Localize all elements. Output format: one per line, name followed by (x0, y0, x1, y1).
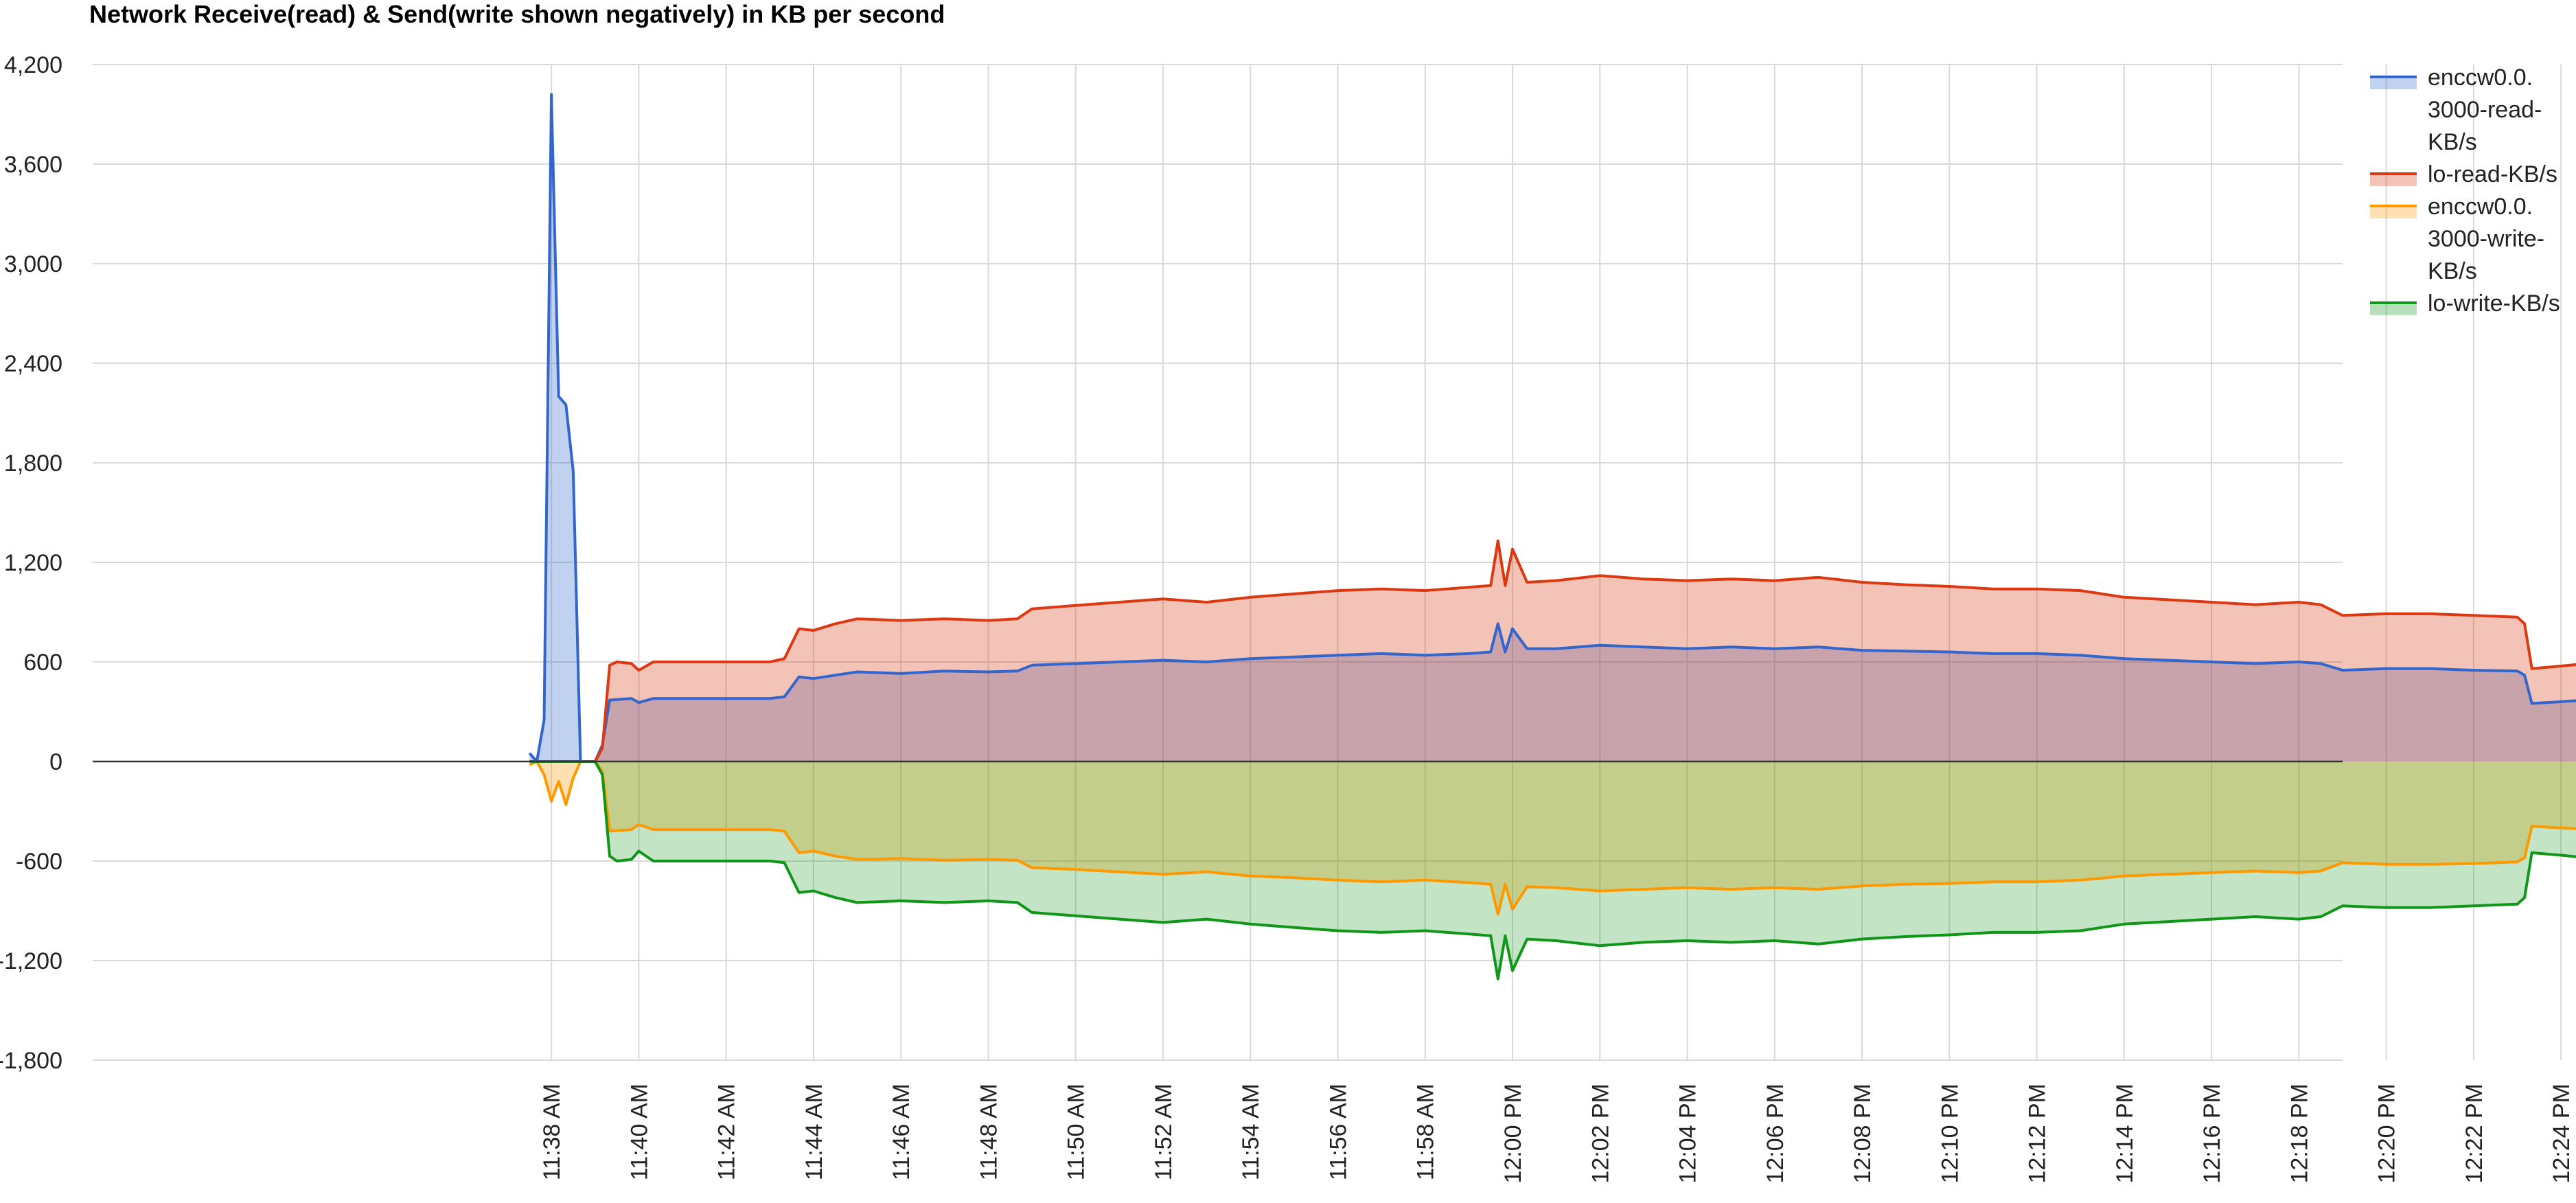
x-tick-label: 11:44 AM (801, 1084, 827, 1180)
x-tick-label: 11:46 AM (888, 1084, 915, 1180)
x-tick-label: 11:56 AM (1325, 1084, 1351, 1180)
y-tick-label: 1,800 (4, 450, 62, 477)
x-axis-ticks: 11:38 AM 11:40 AM 11:42 AM 11:44 AM 11:46 AM… (539, 1084, 2575, 1184)
series-area-0 (529, 94, 2576, 761)
legend-item[interactable]: lo-read-KB/s (2367, 159, 2573, 191)
x-tick-label: 11:50 AM (1063, 1084, 1090, 1180)
x-tick-label: 11:40 AM (626, 1084, 652, 1180)
series-areas (529, 94, 2576, 979)
series-line-1[interactable] (529, 539, 2576, 763)
legend-label: KB/s (2428, 129, 2477, 155)
legend: enccw0.0. 3000-read- KB/s lo-read-KB/s enccw… (2367, 62, 2573, 320)
y-tick-label: -1,800 (0, 1048, 62, 1074)
series-line-3[interactable] (529, 760, 2576, 981)
series-area-1 (529, 540, 2576, 761)
legend-label: 3000-read- (2428, 97, 2542, 123)
y-tick-label: 600 (23, 650, 62, 676)
legend-swatch (2370, 172, 2417, 186)
y-tick-label: 3,000 (4, 251, 62, 277)
y-tick-label: 0 (49, 749, 62, 775)
x-tick-label: 11:42 AM (714, 1084, 740, 1180)
x-tick-label: 12:10 PM (1937, 1084, 1963, 1184)
legend-swatch (2370, 301, 2417, 315)
legend-item[interactable]: enccw0.0. 3000-write- KB/s (2367, 191, 2573, 288)
series-line-0[interactable] (528, 93, 2576, 763)
y-tick-label: 2,400 (4, 351, 62, 377)
x-tick-label: 12:00 PM (1500, 1084, 1526, 1184)
x-tick-label: 12:12 PM (2025, 1084, 2051, 1184)
legend-swatch (2370, 76, 2417, 89)
x-tick-label: 11:48 AM (976, 1084, 1002, 1180)
x-tick-label: 11:52 AM (1151, 1084, 1177, 1180)
legend-label: enccw0.0. (2428, 65, 2533, 91)
x-tick-label: 12:20 PM (2374, 1084, 2400, 1184)
series-line-2[interactable] (529, 760, 2576, 916)
chart-title: Network Receive(read) & Send(write shown… (89, 0, 945, 28)
x-tick-label: 12:08 PM (1850, 1084, 1876, 1184)
legend-item[interactable]: enccw0.0. 3000-read- KB/s (2367, 62, 2573, 159)
y-tick-label: -1,200 (0, 948, 62, 974)
series-lines (528, 93, 2576, 981)
y-axis-ticks: 4,200 3,600 3,000 2,400 1,800 1,200 600 0 -600 -1… (0, 52, 62, 1074)
x-tick-label: 11:58 AM (1413, 1084, 1439, 1180)
x-tick-label: 12:02 PM (1587, 1084, 1613, 1184)
y-tick-label: 4,200 (4, 52, 62, 78)
legend-label: lo-read-KB/s (2428, 161, 2557, 187)
y-tick-label: -600 (16, 849, 62, 875)
legend-swatch (2370, 205, 2417, 218)
series-area-2 (529, 761, 2576, 915)
legend-label: 3000-write- (2428, 226, 2545, 252)
legend-label: enccw0.0. (2428, 194, 2533, 220)
y-tick-label: 1,200 (4, 550, 62, 576)
legend-label: KB/s (2428, 258, 2477, 284)
x-tick-label: 12:14 PM (2112, 1084, 2138, 1184)
series-area-3 (529, 761, 2576, 979)
x-tick-label: 12:06 PM (1762, 1084, 1789, 1184)
x-tick-label: 11:54 AM (1238, 1084, 1264, 1180)
x-tick-label: 12:16 PM (2199, 1084, 2225, 1184)
x-tick-label: 12:04 PM (1675, 1084, 1701, 1184)
x-tick-label: 11:38 AM (539, 1084, 565, 1180)
y-tick-label: 3,600 (4, 152, 62, 178)
x-tick-label: 12:24 PM (2549, 1084, 2575, 1184)
legend-label: lo-write-KB/s (2428, 290, 2560, 317)
x-tick-label: 12:22 PM (2461, 1084, 2487, 1184)
legend-item[interactable]: lo-write-KB/s (2367, 288, 2573, 320)
x-tick-label: 12:18 PM (2286, 1084, 2312, 1184)
